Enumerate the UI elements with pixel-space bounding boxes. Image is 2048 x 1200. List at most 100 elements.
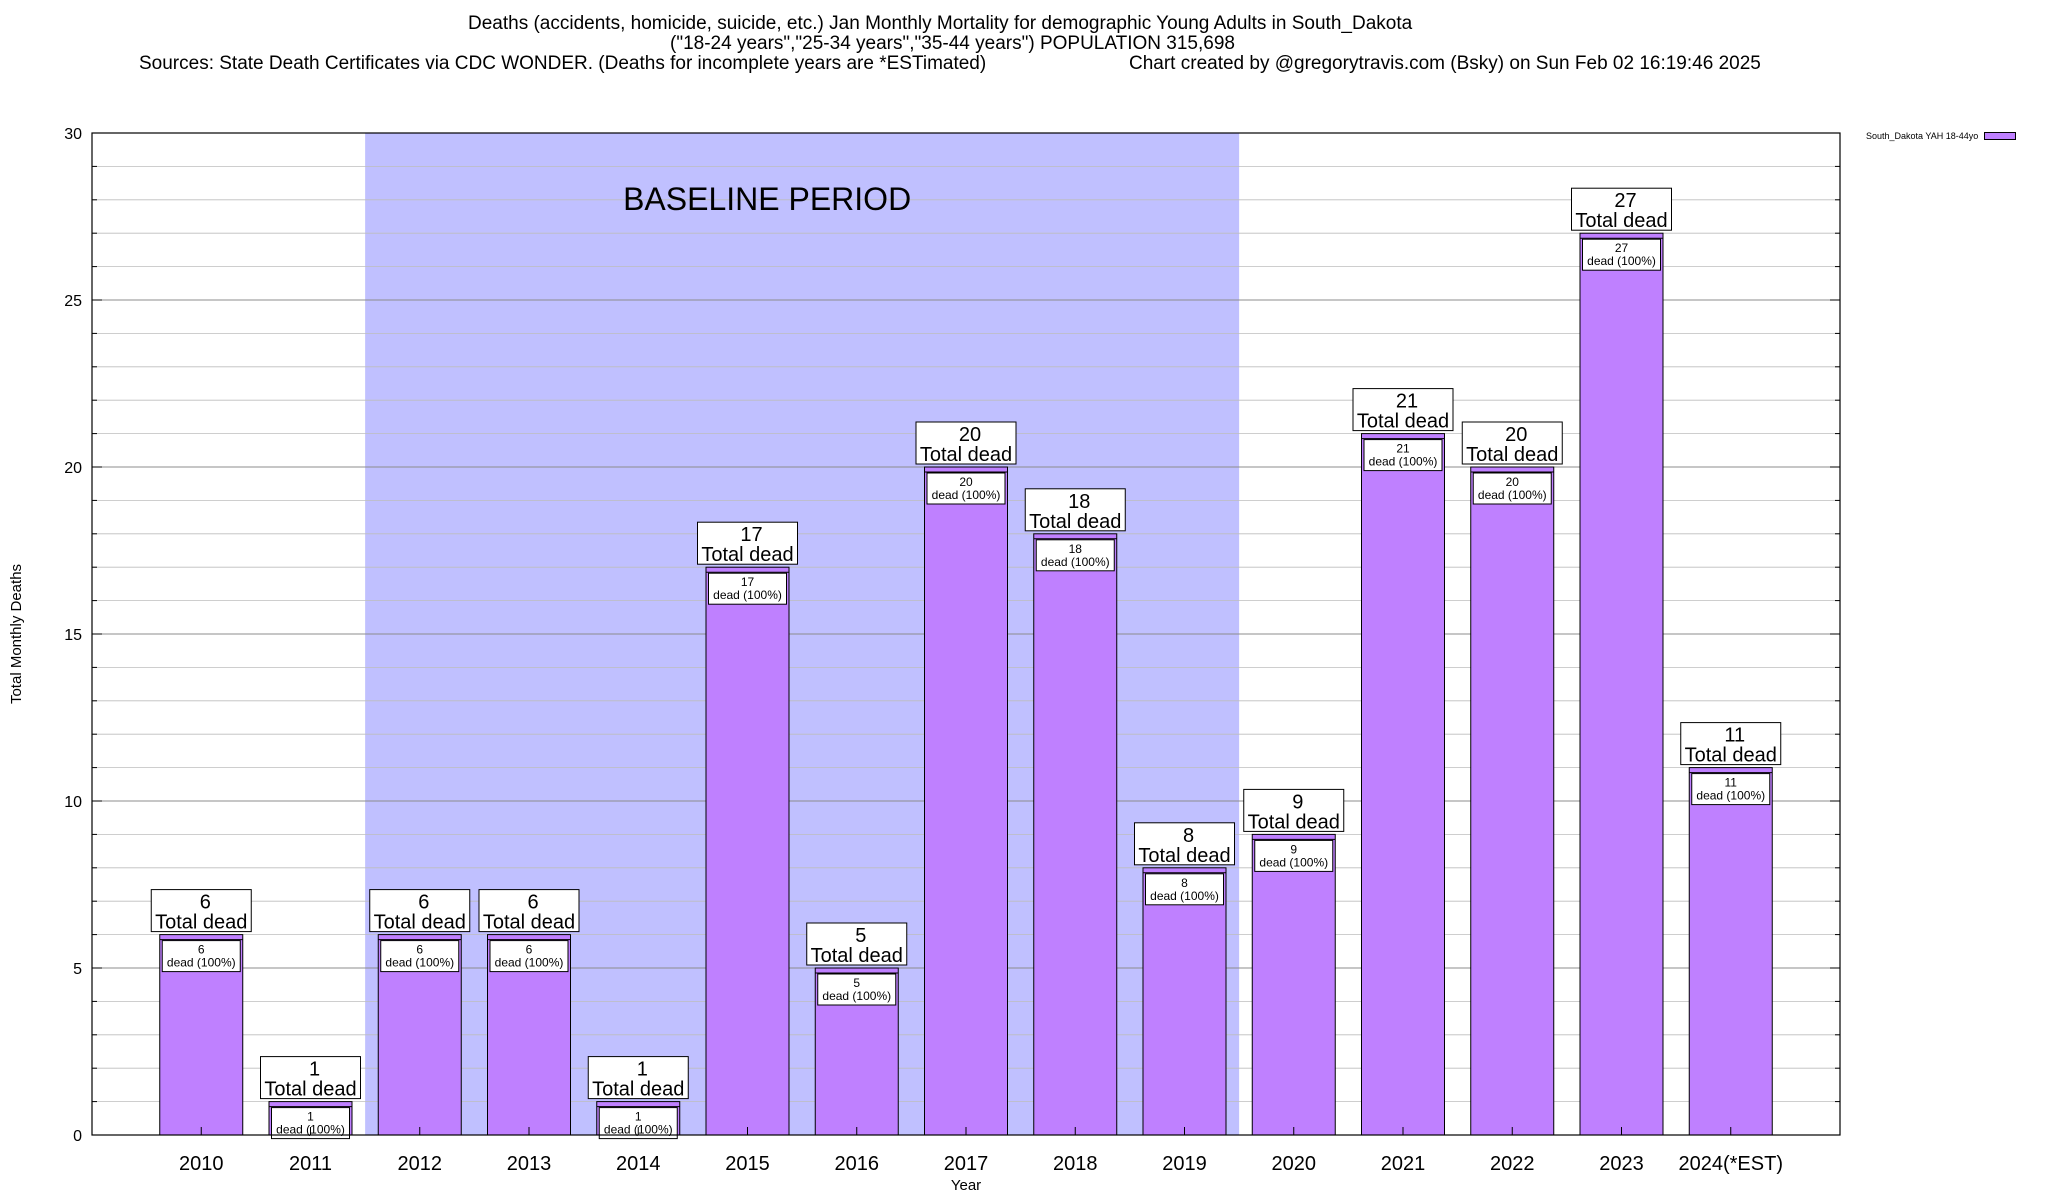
inner-value-label: 18 bbox=[1069, 542, 1083, 556]
total-dead-label: Total dead bbox=[1248, 811, 1340, 833]
inner-value-label: 6 bbox=[198, 943, 205, 957]
inner-value-label: 1 bbox=[635, 1110, 642, 1124]
x-tick-label: 2013 bbox=[507, 1153, 552, 1175]
total-label-box bbox=[587, 1056, 689, 1100]
total-label-box bbox=[1134, 822, 1235, 866]
x-tick-label: 2022 bbox=[1490, 1153, 1535, 1175]
inner-label-box bbox=[380, 940, 460, 973]
inner-value-label: 20 bbox=[959, 475, 973, 489]
inner-pct-label: dead (100%) bbox=[1478, 488, 1547, 502]
y-tick-label: 10 bbox=[64, 794, 82, 811]
x-tick-label: 2019 bbox=[1162, 1153, 1207, 1175]
x-tick-label: 2021 bbox=[1381, 1153, 1426, 1175]
inner-pct-label: dead (100%) bbox=[1696, 789, 1765, 803]
inner-label-box bbox=[817, 973, 897, 1006]
x-tick-label: 2016 bbox=[835, 1153, 880, 1175]
inner-value-label: 11 bbox=[1725, 776, 1738, 790]
total-value-label: 5 bbox=[855, 925, 866, 947]
inner-value-label: 17 bbox=[741, 575, 755, 589]
inner-pct-label: dead (100%) bbox=[1150, 889, 1219, 903]
total-value-label: 6 bbox=[418, 892, 429, 914]
y-tick-label: 30 bbox=[64, 126, 82, 143]
total-dead-label: Total dead bbox=[1029, 511, 1121, 533]
total-label-box bbox=[260, 1056, 361, 1100]
y-tick-label: 5 bbox=[73, 961, 82, 978]
total-value-label: 27 bbox=[1614, 190, 1636, 212]
inner-label-box bbox=[1035, 539, 1115, 572]
legend-entry-label: South_Dakota YAH 18-44yo bbox=[1866, 131, 1979, 141]
y-tick-label: 20 bbox=[64, 460, 82, 477]
bar-2018 bbox=[1033, 533, 1118, 1136]
total-dead-label: Total dead bbox=[264, 1079, 356, 1101]
inner-label-box bbox=[1363, 439, 1443, 472]
total-value-label: 20 bbox=[1505, 424, 1527, 446]
inner-label-box bbox=[1582, 238, 1661, 271]
total-value-label: 1 bbox=[637, 1059, 648, 1081]
inner-pct-label: dead (100%) bbox=[932, 488, 1001, 502]
total-label-box bbox=[806, 922, 908, 966]
bar-2023 bbox=[1579, 232, 1664, 1136]
chart-credit: Chart created by @gregorytravis.com (Bsk… bbox=[1129, 53, 1761, 74]
inner-value-label: 8 bbox=[1181, 876, 1188, 890]
inner-pct-label: dead (100%) bbox=[1587, 254, 1656, 268]
inner-value-label: 27 bbox=[1615, 241, 1629, 255]
total-value-label: 17 bbox=[740, 524, 762, 546]
total-label-box bbox=[1680, 722, 1782, 766]
x-tick-label: 2015 bbox=[725, 1153, 770, 1175]
bar-2020 bbox=[1251, 833, 1336, 1136]
inner-label-box bbox=[926, 472, 1006, 505]
total-label-box bbox=[1024, 488, 1126, 532]
plot-frame bbox=[91, 132, 1841, 1136]
x-tick-label: 2011 bbox=[289, 1153, 332, 1175]
total-value-label: 9 bbox=[1292, 791, 1303, 813]
x-tick-label: 2010 bbox=[179, 1153, 224, 1175]
inner-pct-label: dead (100%) bbox=[495, 956, 564, 970]
x-tick-label: 2020 bbox=[1272, 1153, 1317, 1175]
total-label-box bbox=[478, 889, 580, 933]
x-tick-label: 2014 bbox=[616, 1153, 661, 1175]
inner-label-box bbox=[161, 940, 241, 973]
inner-value-label: 9 bbox=[1290, 842, 1297, 856]
inner-pct-label: dead (100%) bbox=[822, 989, 891, 1003]
inner-value-label: 6 bbox=[526, 943, 533, 957]
chart-sources: Sources: State Death Certificates via CD… bbox=[139, 53, 987, 74]
total-value-label: 8 bbox=[1183, 825, 1194, 847]
total-dead-label: Total dead bbox=[920, 444, 1012, 466]
inner-label-box bbox=[489, 940, 569, 973]
total-label-box bbox=[150, 889, 252, 933]
bar-2024(*EST) bbox=[1688, 767, 1773, 1136]
total-dead-label: Total dead bbox=[1138, 845, 1230, 867]
total-label-box bbox=[697, 521, 798, 565]
inner-pct-label: dead (100%) bbox=[1259, 855, 1328, 869]
x-tick-label: 2017 bbox=[944, 1153, 989, 1175]
inner-label-box bbox=[1254, 839, 1334, 872]
inner-pct-label: dead (100%) bbox=[167, 956, 236, 970]
inner-value-label: 5 bbox=[853, 976, 860, 990]
total-value-label: 20 bbox=[959, 424, 981, 446]
legend-swatch bbox=[1984, 132, 2017, 140]
bar-2021 bbox=[1361, 433, 1445, 1136]
inner-label-box bbox=[708, 572, 787, 605]
total-dead-label: Total dead bbox=[1685, 745, 1777, 767]
total-label-box bbox=[1352, 388, 1454, 432]
inner-pct-label: dead (100%) bbox=[1041, 555, 1110, 569]
baseline-period-label: BASELINE PERIOD bbox=[623, 181, 911, 217]
bar-2022 bbox=[1470, 466, 1555, 1136]
chart-title: Deaths (accidents, homicide, suicide, et… bbox=[468, 13, 1413, 34]
total-value-label: 1 bbox=[309, 1059, 320, 1081]
y-tick-label: 25 bbox=[64, 293, 82, 310]
total-label-box bbox=[369, 889, 471, 933]
inner-value-label: 20 bbox=[1506, 475, 1520, 489]
y-axis-label: Total Monthly Deaths bbox=[8, 564, 25, 704]
total-dead-label: Total dead bbox=[1357, 411, 1449, 433]
total-label-box bbox=[1571, 187, 1672, 231]
total-dead-label: Total dead bbox=[811, 945, 903, 967]
inner-value-label: 1 bbox=[307, 1110, 314, 1124]
total-dead-label: Total dead bbox=[592, 1079, 684, 1101]
total-label-box bbox=[915, 421, 1017, 465]
total-value-label: 18 bbox=[1068, 491, 1090, 513]
bar-2019 bbox=[1142, 867, 1227, 1136]
y-tick-label: 0 bbox=[73, 1128, 82, 1145]
inner-value-label: 6 bbox=[416, 943, 423, 957]
